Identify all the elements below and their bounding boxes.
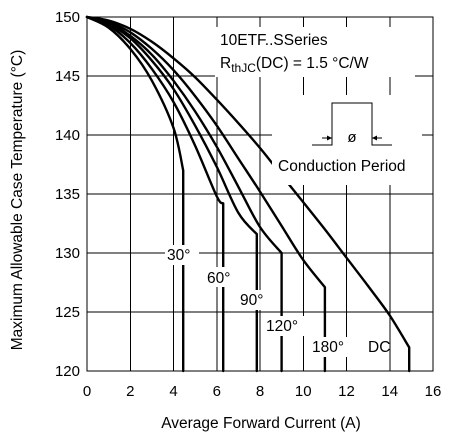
x-tick-label: 10 xyxy=(295,383,312,400)
y-tick-label: 150 xyxy=(55,9,80,26)
rthjc-suffix: (DC) = 1.5 °C/W xyxy=(256,55,369,72)
plot-frame xyxy=(86,16,434,372)
series-label-180: 180° xyxy=(312,339,344,356)
series-label-90: 90° xyxy=(240,292,263,309)
y-tick-label: 135 xyxy=(55,186,80,203)
series-labels: 30° 60° 90° 120° 180° DC xyxy=(165,245,390,357)
y-tick-label: 120 xyxy=(55,363,80,380)
chart-title: 10ETF..SSeries xyxy=(220,32,328,49)
rthjc-subscript: thJC xyxy=(231,61,256,75)
y-tick-label: 130 xyxy=(55,245,80,262)
series-label-30: 30° xyxy=(167,247,190,264)
conduction-period-diagram: ø Conduction Period xyxy=(272,95,422,185)
y-tick-label: 145 xyxy=(55,68,80,85)
rthjc-prefix: R xyxy=(220,55,231,72)
x-tick-label: 14 xyxy=(381,383,398,400)
curve-series-1 xyxy=(85,15,225,373)
x-tick-label: 6 xyxy=(213,383,221,400)
conduction-period-label: Conduction Period xyxy=(278,158,406,175)
series-label-120: 120° xyxy=(266,318,298,335)
x-tick-label: 4 xyxy=(169,383,177,400)
phi-symbol: ø xyxy=(347,129,356,146)
x-tick-label: 0 xyxy=(83,383,91,400)
x-tick-label: 8 xyxy=(256,383,264,400)
y-axis-title: Maximum Allowable Case Temperature (°C) xyxy=(9,50,26,351)
arrowhead-right-icon xyxy=(372,135,377,141)
x-axis-title: Average Forward Current (A) xyxy=(161,415,361,432)
x-tick-label: 2 xyxy=(126,383,134,400)
arrowhead-left-icon xyxy=(327,135,332,141)
pulse-waveform xyxy=(312,102,392,146)
curves xyxy=(85,15,411,373)
x-tick-label: 16 xyxy=(425,383,442,400)
rthjc-label: RthJC(DC) = 1.5 °C/W xyxy=(220,55,369,75)
curve-series-0 xyxy=(85,15,185,373)
curve-series-4 xyxy=(85,15,327,373)
y-tick-label: 125 xyxy=(55,304,80,321)
curve-dc xyxy=(85,15,411,373)
curve-series-3 xyxy=(85,15,283,373)
series-label-dc: DC xyxy=(368,339,390,356)
y-tick-label: 140 xyxy=(55,127,80,144)
series-label-60: 60° xyxy=(207,270,230,287)
curve-series-2 xyxy=(85,15,258,373)
x-tick-label: 12 xyxy=(338,383,355,400)
tick-labels: 0 2 4 6 8 10 12 14 16 120 125 130 135 140 145 150 xyxy=(55,9,441,400)
